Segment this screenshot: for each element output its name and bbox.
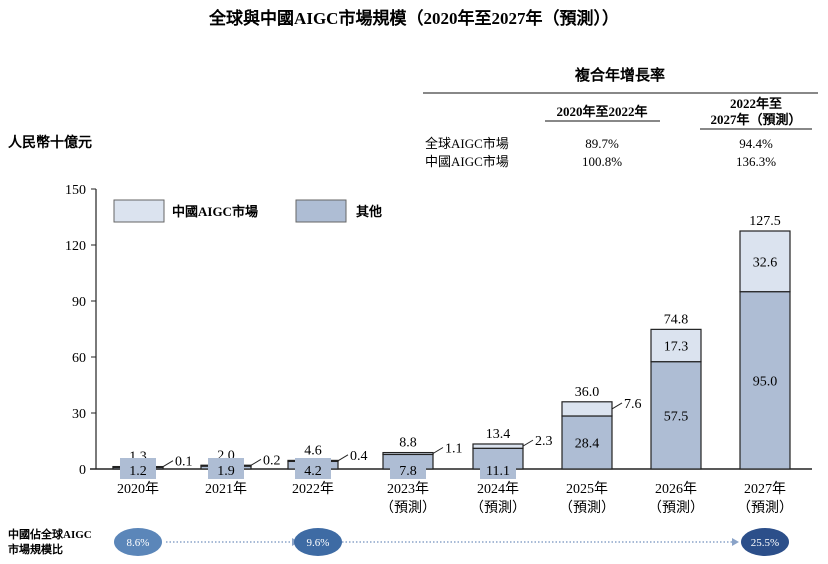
share-bubble [741,528,789,556]
legend-label-china: 中國AIGC市場 [172,204,258,219]
cagr-table-title: 複合年增長率 [574,66,665,84]
total-label: 13.4 [486,427,511,442]
total-label: 36.0 [575,385,600,400]
total-label: 8.8 [399,436,417,451]
cagr-row-value: 136.3% [736,154,776,169]
x-tick-label: 2027年 [744,481,786,497]
callout-line [337,454,349,462]
share-row: 中國佔全球AIGC 市場規模比 8.6% 9.6% 25.5% [8,527,789,556]
share-row-label: 中國佔全球AIGC [8,527,92,541]
callout-line [611,402,623,410]
x-tick-label: 2022年 [292,481,334,497]
bar-segment-china [561,401,613,417]
legend-swatch-china [113,199,165,223]
y-tick-label: 120 [65,239,86,254]
other-label-bg [208,458,244,479]
legend-label-other: 其他 [356,204,382,219]
total-label: 74.8 [664,312,689,327]
x-tick-label: 2023年 [387,481,429,497]
other-label-bg [390,458,426,479]
callout-line [522,439,534,447]
share-bubble-value: 25.5% [751,537,779,549]
cagr-row-value: 100.8% [582,154,622,169]
other-value-label: 7.8 [399,464,417,479]
x-tick-label: 2025年 [566,481,608,497]
share-bubble-value: 9.6% [307,537,330,549]
x-tick-label: 2020年 [117,481,159,497]
cagr-row-value: 89.7% [585,136,619,151]
plot-area: 03060901201501.31.20.12020年2.01.90.22021… [65,183,812,516]
other-value-label: 57.5 [664,409,689,424]
callout-line [432,447,444,454]
cagr-row-label: 全球AIGC市場 [425,136,509,151]
x-tick-label: （預測） [648,500,704,516]
bar-segment-china [472,443,524,449]
y-tick-label: 30 [72,407,86,422]
china-value-label: 32.6 [753,255,778,270]
cagr-row-label: 中國AIGC市場 [425,154,509,169]
x-tick-label: （預測） [737,500,793,516]
cagr-header-2b: 2027年（預測） [710,112,801,127]
other-label-bg [295,458,331,479]
bar-segment-other [739,291,791,470]
legend: 中國AIGC市場 其他 [113,199,382,223]
y-tick-label: 150 [65,183,86,198]
share-bubble [114,528,162,556]
y-tick-label: 0 [79,463,86,478]
chart-title: 全球與中國AIGC市場規模（2020年至2027年（預測）） [208,8,619,28]
callout-line [250,458,262,466]
other-label-bg [120,458,156,479]
china-value-label: 0.4 [350,449,368,464]
x-tick-label: 2026年 [655,481,697,497]
cagr-table: 複合年增長率 2020年至2022年 2022年至 2027年（預測） 全球AI… [423,66,818,169]
china-value-label: 0.2 [263,453,281,468]
bar-segment-china [650,328,702,363]
x-tick-label: （預測） [380,500,436,516]
share-bubble [294,528,342,556]
bar-segment-other [561,415,613,470]
y-tick-label: 90 [72,295,86,310]
cagr-header-1: 2020年至2022年 [556,104,647,119]
china-value-label: 17.3 [664,340,689,355]
bar-segment-china [382,451,434,456]
y-axis-label: 人民幣十億元 [8,134,92,151]
cagr-header-2a: 2022年至 [730,96,782,111]
other-value-label: 1.9 [217,464,235,479]
china-value-label: 7.6 [624,397,642,412]
share-bubble-value: 8.6% [127,537,150,549]
y-tick-label: 60 [72,351,86,366]
cagr-row-value: 94.4% [739,136,773,151]
total-label: 127.5 [749,214,781,229]
x-tick-label: （預測） [470,500,526,516]
other-value-label: 95.0 [753,374,778,389]
callout-line [162,460,174,468]
total-label: 4.6 [304,443,322,458]
x-tick-label: （預測） [559,500,615,516]
other-value-label: 1.2 [129,464,147,479]
bar-segment-china [739,230,791,293]
china-value-label: 0.1 [175,455,193,470]
china-value-label: 2.3 [535,434,553,449]
share-row-label: 市場規模比 [8,542,63,556]
x-tick-label: 2021年 [205,481,247,497]
legend-swatch-other [295,199,347,223]
x-tick-label: 2024年 [477,481,519,497]
other-value-label: 4.2 [304,464,322,479]
other-label-bg [480,458,516,479]
china-value-label: 1.1 [445,442,463,457]
other-value-label: 11.1 [486,464,510,479]
arrow-head-icon [732,538,739,546]
other-value-label: 28.4 [575,436,600,451]
